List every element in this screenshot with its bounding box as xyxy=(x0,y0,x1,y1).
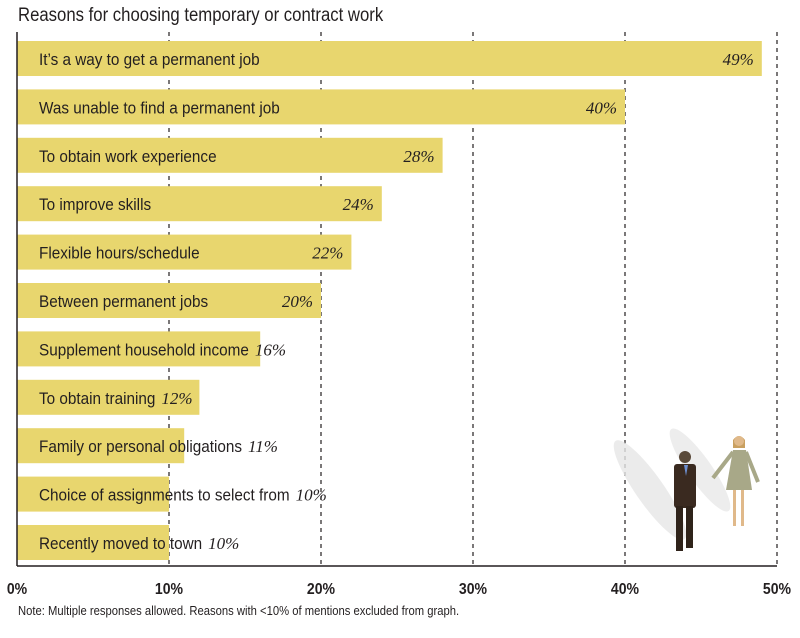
value-label: 24% xyxy=(343,195,374,214)
bar xyxy=(17,89,625,125)
bar xyxy=(17,186,382,222)
bar xyxy=(17,331,261,367)
chart-note: Note: Multiple responses allowed. Reason… xyxy=(18,604,460,618)
bar xyxy=(17,234,352,270)
value-label: 10% xyxy=(296,486,327,505)
value-label: 22% xyxy=(312,244,343,263)
category-label: Choice of assignments to select from xyxy=(39,486,290,505)
bar xyxy=(17,41,762,76)
x-tick-label: 10% xyxy=(155,580,183,598)
category-label: Family or personal obligations xyxy=(39,437,242,456)
category-label: Between permanent jobs xyxy=(39,292,208,311)
x-tick-label: 20% xyxy=(307,580,335,598)
value-label: 49% xyxy=(723,50,754,69)
chart-title: Reasons for choosing temporary or contra… xyxy=(18,5,384,26)
bar xyxy=(17,379,200,415)
category-label: It’s a way to get a permanent job xyxy=(39,50,260,69)
value-label: 28% xyxy=(403,147,434,166)
category-label: Flexible hours/schedule xyxy=(39,244,200,263)
bar xyxy=(17,525,169,560)
x-tick-label: 40% xyxy=(611,580,639,598)
value-label: 16% xyxy=(255,340,286,359)
people-illustration xyxy=(613,428,760,551)
value-label: 12% xyxy=(161,389,192,408)
x-tick-label: 0% xyxy=(7,580,27,598)
value-label: 11% xyxy=(248,437,278,456)
x-tick-label: 30% xyxy=(459,580,487,598)
x-tick-label: 50% xyxy=(763,580,791,598)
category-label: To obtain work experience xyxy=(39,147,217,166)
value-label: 40% xyxy=(586,98,617,117)
bar xyxy=(17,137,443,173)
bar xyxy=(17,283,321,318)
category-label: Supplement household income xyxy=(39,341,249,360)
bar xyxy=(17,428,185,464)
category-label: To improve skills xyxy=(39,195,151,214)
bar xyxy=(17,476,169,512)
category-label: Was unable to find a permanent job xyxy=(39,99,280,118)
value-label: 20% xyxy=(282,292,313,311)
value-label: 10% xyxy=(208,534,239,553)
category-label: Recently moved to town xyxy=(39,534,202,553)
category-label: To obtain training xyxy=(39,389,155,408)
